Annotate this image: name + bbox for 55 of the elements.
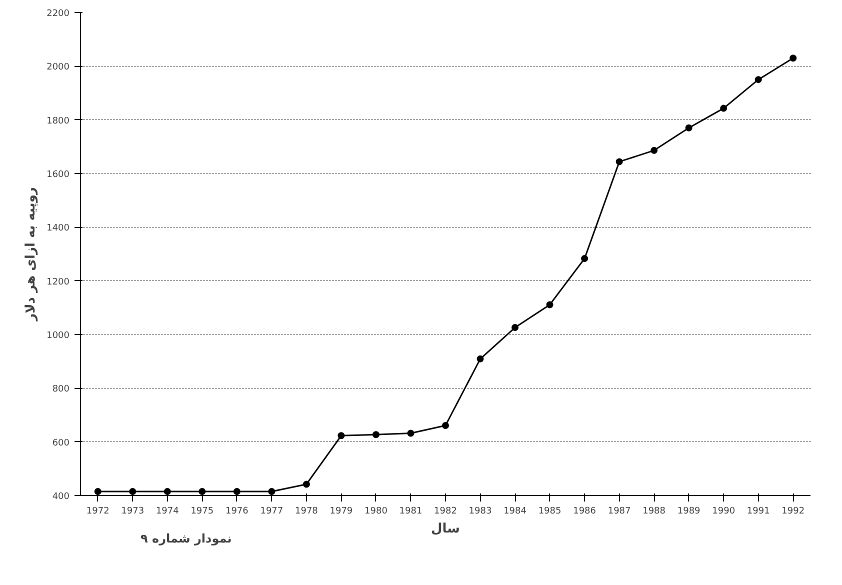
x-tick-label: 1973 [121,506,144,516]
x-tick-label: 1992 [782,506,805,516]
point [685,124,692,132]
x-tick-label: 1989 [677,506,701,516]
point [616,158,623,166]
point [476,355,484,362]
point [94,488,102,495]
x-tick-label: 1982 [434,506,457,516]
x-tick-label: 1985 [538,506,562,516]
point [372,431,380,438]
x-tick-label: 1981 [399,506,422,516]
point [581,255,588,262]
x-tick-label: 1976 [225,506,249,516]
y-tick-label: 1200 [46,277,70,288]
x-tick-label: 1978 [295,506,318,516]
point [512,324,519,332]
point [129,488,136,495]
y-tick-label: 1600 [46,170,70,180]
x-tick-label: 1984 [504,506,527,516]
y-tick-label: 1000 [46,331,70,341]
y-tick-label: 800 [52,384,70,395]
x-tick-label: 1975 [190,506,214,516]
point [720,104,728,112]
point [790,54,797,62]
y-tick-label: 400 [52,492,70,502]
x-tick-label: 1972 [86,506,110,516]
x-tick-label: 1980 [364,506,388,516]
point [302,480,310,488]
point [754,76,762,84]
x-tick-label: 1974 [156,506,180,516]
x-tick-label: 1979 [330,506,353,516]
y-tick-label: 2200 [46,9,70,19]
point [233,488,240,495]
x-tick-label: 1986 [573,506,596,516]
y-tick-label: 2000 [46,62,70,73]
point [164,488,171,495]
text: نمودار شماره ۹ [140,532,232,546]
x-tick-label: 1983 [468,506,492,516]
y-tick-label: 1800 [46,116,70,126]
x-tick-label: 1987 [608,506,631,516]
y-tick-label: 600 [52,438,70,448]
x-tick-label: 1990 [712,506,736,516]
point [650,146,658,154]
point [407,430,414,437]
x-tick-label: 1988 [642,506,666,516]
point [546,301,554,308]
point [442,422,449,429]
x-axis-title: سال [431,522,460,536]
point [268,488,276,495]
y-tick-label: 1400 [46,224,70,234]
x-tick-label: 1977 [260,506,284,516]
point [338,432,345,440]
y-axis-title: روپیه به ازای هر دلار [24,187,39,322]
x-tick-label: 1991 [746,506,770,516]
point [198,488,206,495]
